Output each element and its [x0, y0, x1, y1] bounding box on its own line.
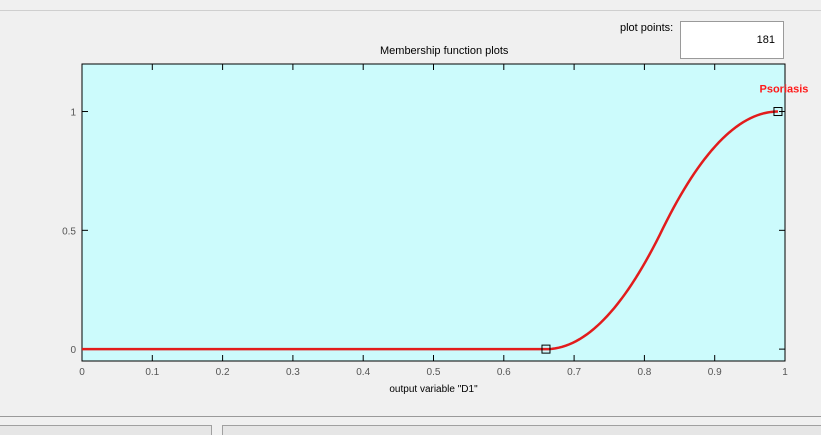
x-tick-label: 0.6 — [497, 367, 511, 378]
axis-ticks — [81, 64, 786, 361]
plot-points-label: plot points: — [620, 22, 674, 34]
series-label-psoriasis[interactable]: Psoriasis — [760, 84, 809, 96]
x-axis-label: output variable "D1" — [389, 384, 478, 395]
series-line-psoriasis[interactable] — [82, 110, 779, 351]
curve-markers — [541, 107, 783, 354]
x-tick-label: 0.1 — [145, 367, 159, 378]
plot-title: Membership function plots — [380, 45, 509, 57]
y-tick-label: 0 — [70, 345, 76, 356]
x-tick-label: 0.8 — [637, 367, 651, 378]
x-tick-label: 0.5 — [427, 367, 441, 378]
plot-points-input[interactable] — [680, 21, 784, 59]
y-tick-label: 0.5 — [62, 226, 76, 237]
bottom-panel-right — [222, 425, 821, 435]
x-tick-label: 0.9 — [708, 367, 722, 378]
x-tick-label: 0 — [79, 367, 85, 378]
bottom-panel-left — [0, 425, 212, 435]
top-divider — [0, 10, 821, 11]
curve-marker[interactable] — [541, 344, 551, 354]
y-tick-label: 1 — [70, 108, 76, 119]
x-tick-label: 0.4 — [356, 367, 370, 378]
x-tick-label: 1 — [782, 367, 788, 378]
curve-marker[interactable] — [773, 107, 783, 117]
plot-area — [81, 63, 786, 362]
x-tick-label: 0.3 — [286, 367, 300, 378]
axis-tick-labels: 0 0.1 0.2 0.3 0.4 0.5 0.6 0.7 0.8 0.9 1 0 0.5 1 — [62, 108, 788, 378]
x-tick-label: 0.2 — [216, 367, 230, 378]
bottom-divider — [0, 416, 821, 417]
x-tick-label: 0.7 — [567, 367, 581, 378]
